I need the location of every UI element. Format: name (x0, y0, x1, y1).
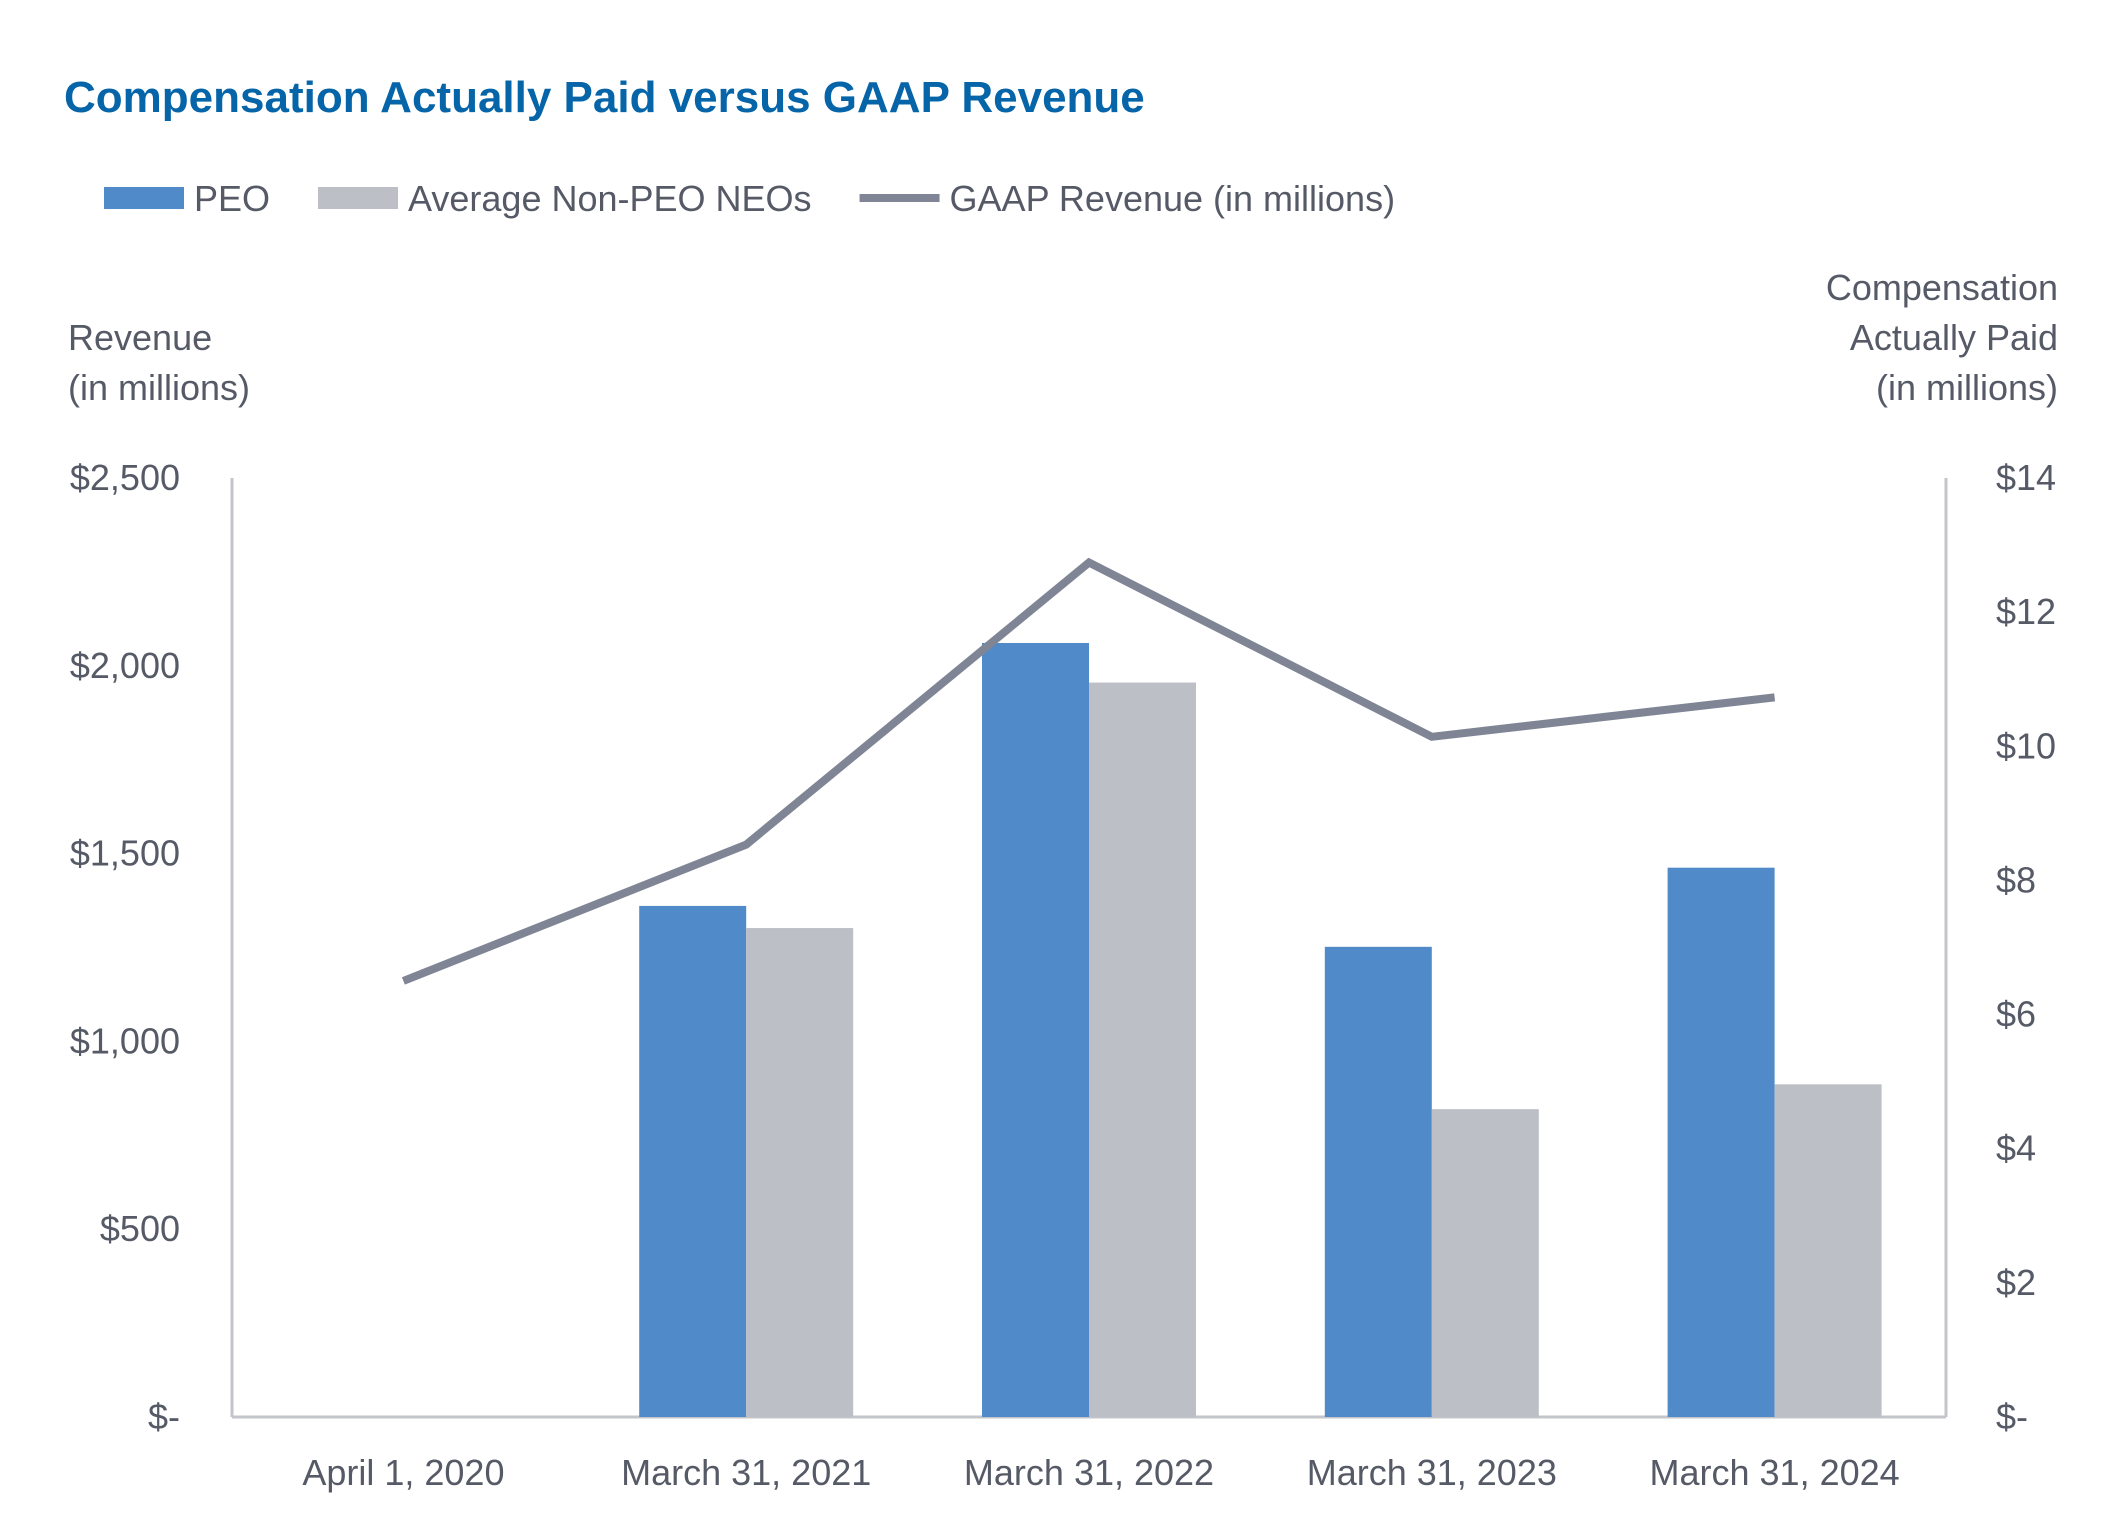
bar-average-non-peo-neos (1089, 682, 1196, 1417)
right-axis-title-line2: Actually Paid (1850, 317, 2058, 358)
left-tick-label: $2,500 (70, 457, 180, 498)
legend-peo-label: PEO (194, 178, 270, 219)
right-tick-label: $14 (1996, 457, 2056, 498)
left-axis-title-line1: Revenue (68, 317, 212, 358)
x-tick-label: March 31, 2024 (1650, 1452, 1900, 1493)
bar-peo (1667, 867, 1775, 1417)
right-tick-label: $12 (1996, 591, 2056, 632)
right-tick-label: $4 (1996, 1128, 2036, 1169)
left-tick-label: $2,000 (70, 645, 180, 686)
right-tick-label: $- (1996, 1396, 2028, 1437)
right-tick-label: $2 (1996, 1262, 2036, 1303)
bar-peo (982, 642, 1089, 1417)
x-tick-label: April 1, 2020 (302, 1452, 504, 1493)
legend: PEO Average Non-PEO NEOs GAAP Revenue (in … (104, 178, 1395, 219)
left-tick-label: $1,000 (70, 1020, 180, 1061)
right-axis-title-line3: (in millions) (1876, 367, 2058, 408)
bar-peo (639, 905, 747, 1417)
right-tick-label: $8 (1996, 859, 2036, 900)
right-axis-title-line1: Compensation (1826, 267, 2058, 308)
left-axis-title-line2: (in millions) (68, 367, 250, 408)
right-tick-label: $10 (1996, 725, 2056, 766)
bar-average-non-peo-neos (1774, 1084, 1882, 1417)
left-tick-label: $- (148, 1396, 180, 1437)
legend-average-non-peo-neos-label: Average Non-PEO NEOs (408, 178, 812, 219)
chart-title: Compensation Actually Paid versus GAAP R… (64, 73, 1145, 122)
bar-average-non-peo-neos (1431, 1109, 1539, 1417)
bar-peo (1324, 946, 1432, 1417)
right-tick-label: $6 (1996, 994, 2036, 1035)
x-tick-label: March 31, 2022 (964, 1452, 1214, 1493)
legend-peo-swatch (104, 187, 184, 209)
x-tick-label: March 31, 2023 (1307, 1452, 1557, 1493)
left-tick-label: $1,500 (70, 833, 180, 874)
legend-gaap-revenue-in-millions-label: GAAP Revenue (in millions) (950, 178, 1396, 219)
bar-average-non-peo-neos (746, 928, 854, 1417)
left-tick-label: $500 (100, 1208, 180, 1249)
legend-average-non-peo-neos-swatch (318, 187, 399, 209)
x-tick-label: March 31, 2021 (621, 1452, 871, 1493)
